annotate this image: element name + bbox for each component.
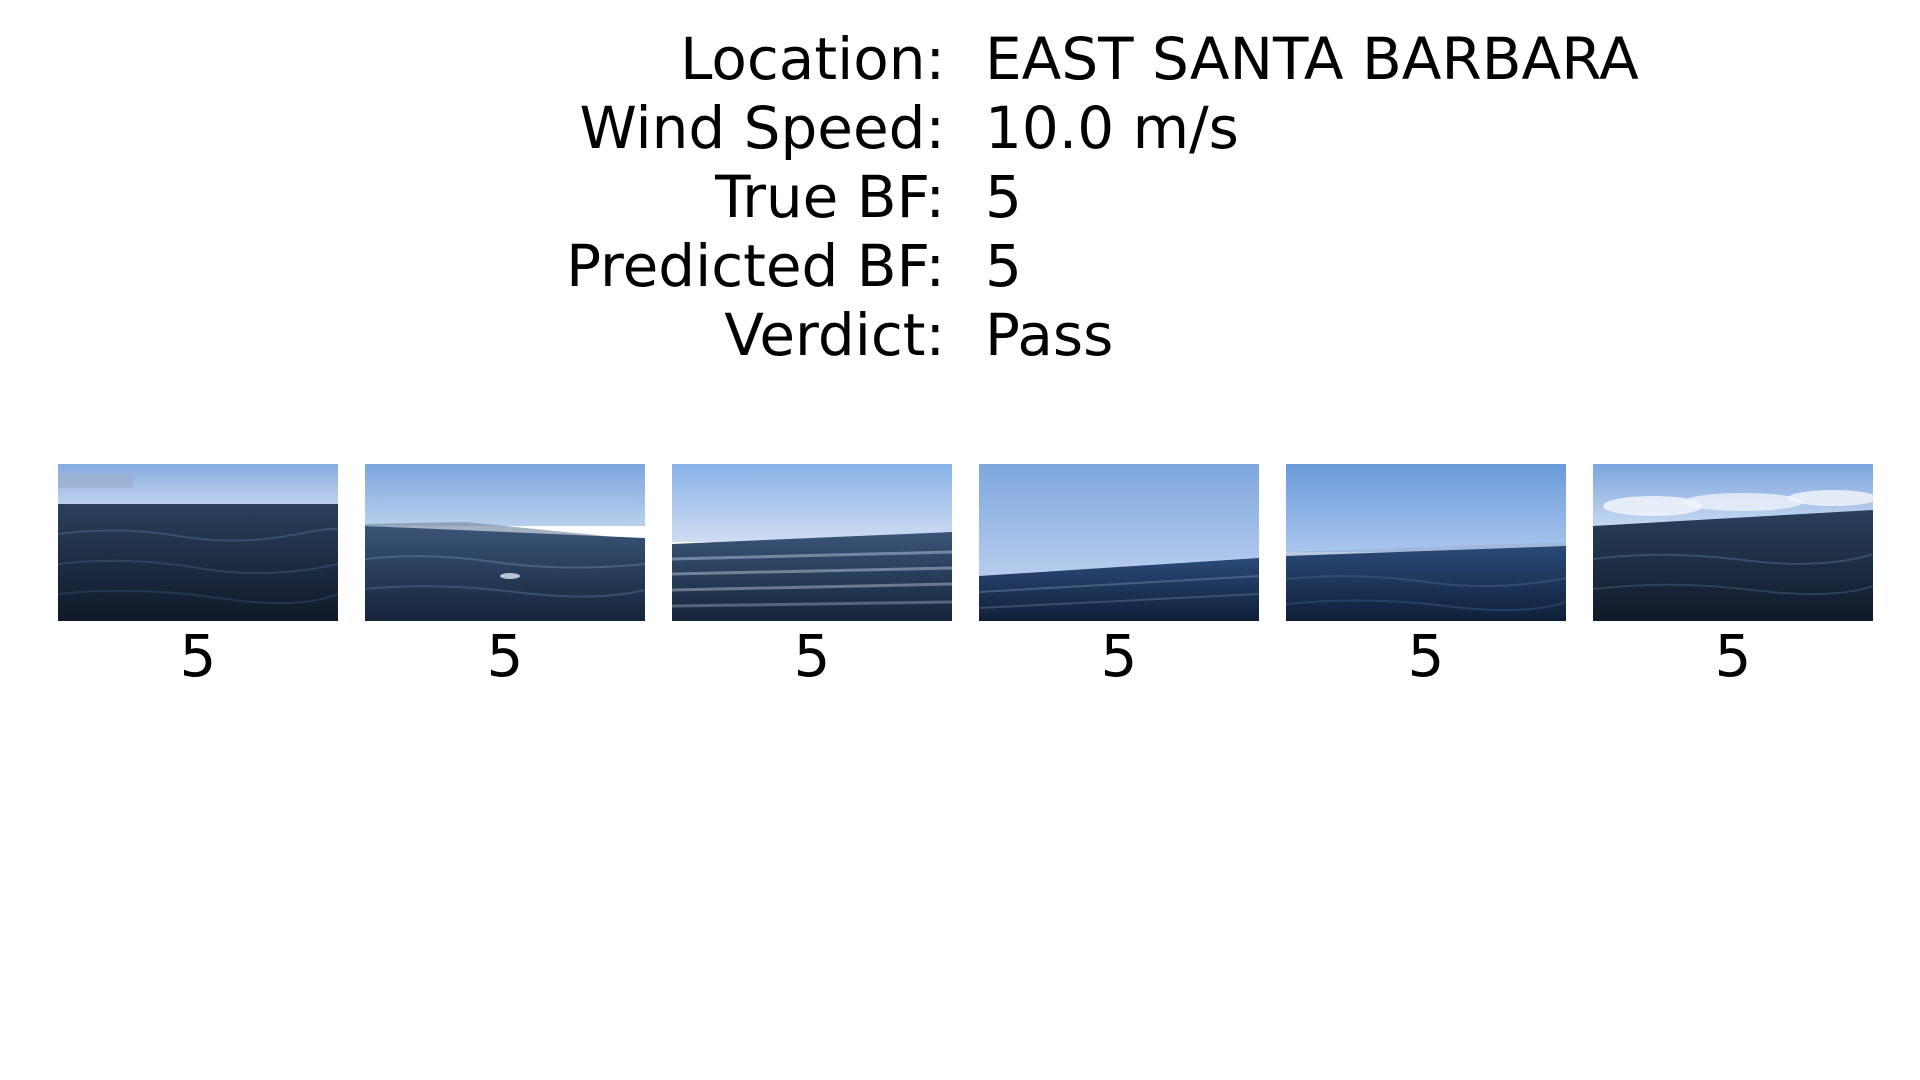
info-panel: Location: EAST SANTA BARBARA Wind Speed:…	[0, 25, 1920, 370]
predicted-bf-label: Predicted BF:	[566, 232, 945, 300]
frame: 5	[672, 464, 952, 690]
location-label: Location:	[680, 25, 945, 93]
location-row: Location: EAST SANTA BARBARA	[0, 25, 1920, 94]
frame-label: 5	[486, 622, 524, 690]
wind-speed-label: Wind Speed:	[579, 94, 945, 162]
frame-label: 5	[793, 622, 831, 690]
frame-label: 5	[1714, 622, 1752, 690]
true-bf-row: True BF: 5	[0, 163, 1920, 232]
frame-label: 5	[1100, 622, 1138, 690]
sea-photo-thumbnail	[1593, 464, 1873, 621]
true-bf-label: True BF:	[715, 163, 945, 231]
wind-speed-value: 10.0 m/s	[985, 94, 1239, 162]
location-value: EAST SANTA BARBARA	[985, 25, 1639, 93]
true-bf-value: 5	[985, 163, 1022, 231]
sea-photo-thumbnail	[979, 464, 1259, 621]
frame-label: 5	[179, 622, 217, 690]
verdict-row: Verdict: Pass	[0, 301, 1920, 370]
verdict-label: Verdict:	[724, 301, 945, 369]
frame: 5	[1286, 464, 1566, 690]
frame-label: 5	[1407, 622, 1445, 690]
verdict-value: Pass	[985, 301, 1114, 369]
frame: 5	[58, 464, 338, 690]
wind-speed-row: Wind Speed: 10.0 m/s	[0, 94, 1920, 163]
frame: 5	[979, 464, 1259, 690]
predicted-bf-row: Predicted BF: 5	[0, 232, 1920, 301]
predicted-bf-value: 5	[985, 232, 1022, 300]
sea-photo-thumbnail	[672, 464, 952, 621]
frame: 5	[1593, 464, 1873, 690]
sea-photo-thumbnail	[1286, 464, 1566, 621]
sea-photo-thumbnail	[365, 464, 645, 621]
image-strip: 5 5 5 5	[0, 464, 1920, 694]
frame: 5	[365, 464, 645, 690]
sea-photo-thumbnail	[58, 464, 338, 621]
